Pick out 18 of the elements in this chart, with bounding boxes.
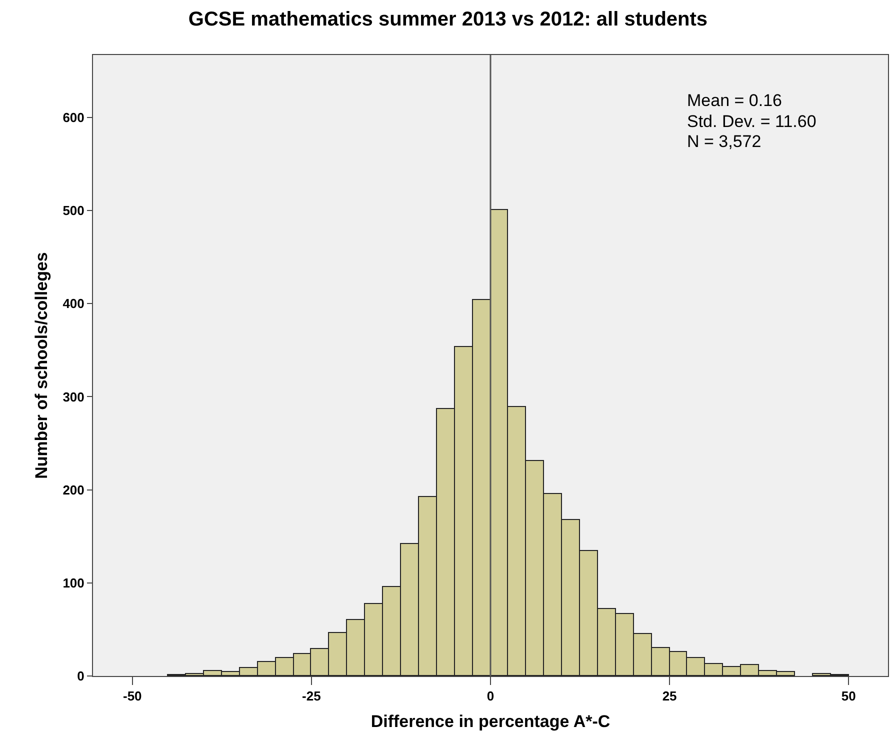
y-tick-label: 200 — [62, 482, 84, 498]
y-tick-label: 100 — [62, 575, 84, 590]
annotation: Std. Dev. = 11.60 — [687, 112, 816, 131]
y-axis-title: Number of schools/colleges — [32, 252, 52, 479]
chart-title: GCSE mathematics summer 2013 vs 2012: all students — [188, 8, 708, 30]
annotation: Mean = 0.16 — [687, 91, 782, 110]
y-tick-label: 600 — [62, 110, 84, 125]
y-tick-label: 500 — [62, 203, 84, 218]
x-tick-label: -25 — [302, 688, 321, 704]
x-tick-label: -50 — [122, 688, 142, 704]
y-tick-label: 300 — [62, 389, 84, 404]
x-tick-label: 25 — [662, 688, 677, 704]
x-axis-title: Difference in percentage A*-C — [370, 712, 610, 731]
y-tick-label: 0 — [77, 668, 84, 684]
x-tick-label: 50 — [841, 688, 856, 704]
x-tick-label: 0 — [486, 688, 494, 704]
y-tick-label: 400 — [62, 296, 84, 312]
annotation: N = 3,572 — [687, 132, 762, 151]
